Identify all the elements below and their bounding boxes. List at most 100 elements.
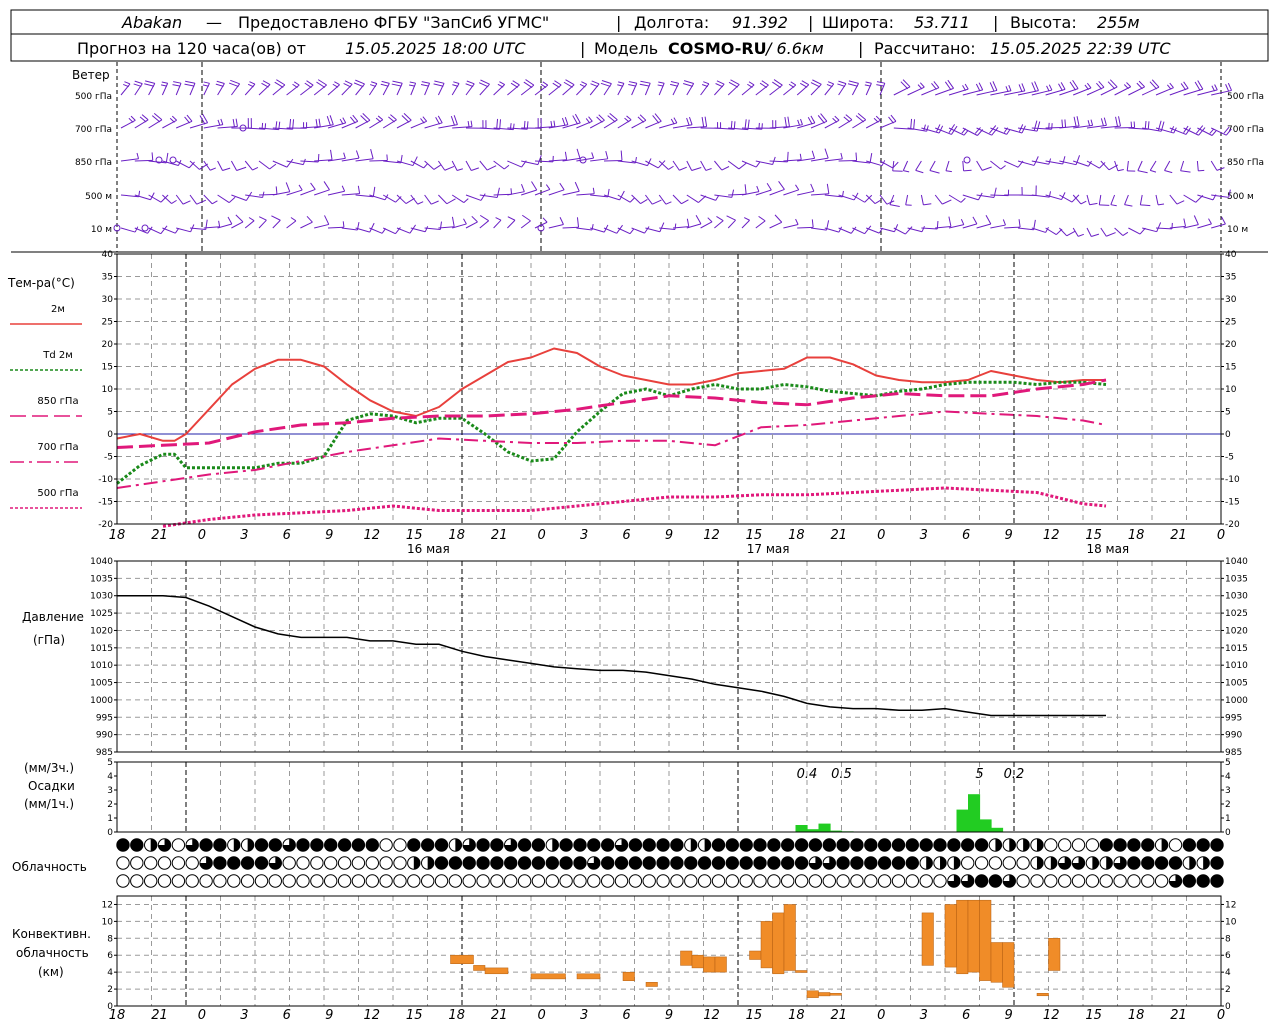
conv-title-3: (км): [38, 965, 64, 979]
x-hour-label: 12: [1043, 528, 1060, 543]
cloud-fill: [698, 857, 710, 869]
x-hour-label: 6: [962, 1008, 970, 1023]
cloud-fill: [1037, 839, 1043, 851]
wind-barb-flag: [1138, 171, 1148, 173]
wind-barb-flag: [541, 84, 546, 87]
x-hour-label: 3: [580, 528, 588, 543]
wind-barb-flag: [371, 149, 374, 159]
y-tick-label-right: -5: [1225, 453, 1234, 463]
wind-barb: [742, 85, 754, 95]
wind-barb: [135, 120, 148, 128]
wind-barb-flag: [640, 81, 650, 83]
wind-barb-flag: [344, 153, 346, 159]
conv-bar: [474, 965, 486, 970]
wind-barb-flag: [311, 183, 316, 189]
cloud-fill: [906, 839, 918, 851]
wind-barb-flag: [291, 217, 296, 220]
legend-label: 2м: [51, 304, 65, 315]
wind-barb-flag: [811, 184, 814, 191]
y-tick-label-right: 1030: [1225, 592, 1248, 602]
cloud-symbol: [643, 875, 655, 887]
y-tick-label-left: 3: [107, 786, 113, 796]
wind-barb-flag: [1085, 85, 1089, 90]
wind-barb: [728, 161, 739, 169]
cloud-symbol: [975, 857, 987, 869]
cloud-symbol: [1059, 875, 1071, 887]
wind-barb: [411, 161, 424, 168]
x-hour-label: 0: [198, 528, 206, 543]
wind-barb-flag: [171, 200, 176, 203]
wind-barb: [563, 85, 575, 95]
wind-barb-flag: [949, 217, 951, 227]
cloud-panel: Облачность: [12, 839, 1223, 887]
wind-barb-flag: [1088, 120, 1090, 126]
wind-barb-flag: [827, 184, 829, 194]
wind-barb-flag: [233, 119, 234, 127]
wind-barb-flag: [371, 82, 377, 84]
x-hour-label: 0: [198, 1008, 206, 1023]
wind-barb: [977, 161, 983, 170]
wind-barb: [770, 222, 782, 228]
wind-barb: [894, 228, 906, 234]
pressure-grid: [117, 561, 1221, 752]
wind-barb-flag: [471, 121, 472, 127]
wind-level-label-left: 850 гПа: [75, 158, 112, 168]
x-hour-label: 9: [665, 1008, 673, 1023]
wind-barb-flag: [866, 82, 872, 83]
cloud-symbol: [158, 857, 170, 869]
wind-barb-flag: [468, 121, 469, 127]
wind-barb-flag: [856, 153, 857, 161]
header-sep-5: |: [858, 39, 863, 58]
wind-barb-flag: [373, 187, 374, 197]
cloud-symbol: [214, 875, 226, 887]
precip-bar: [957, 810, 969, 832]
wind-barb-flag: [197, 200, 206, 204]
cloud-fill: [795, 857, 807, 869]
wind-barb-flag: [658, 85, 664, 86]
cloud-symbol: [117, 875, 129, 887]
wind-barb: [411, 228, 425, 232]
wind-barb: [783, 225, 798, 228]
y-tick-label-right: 35: [1225, 273, 1236, 283]
cloud-fill: [255, 839, 267, 851]
wind-barb-flag: [986, 215, 991, 224]
wind-barb-flag: [800, 154, 801, 160]
cloud-symbol: [1100, 875, 1112, 887]
wind-barb: [576, 84, 586, 95]
wind-barb-flag: [228, 217, 232, 224]
wind-barb: [946, 161, 949, 171]
temp-line-Td-2м: [117, 382, 1106, 483]
cloud-fill: [906, 857, 918, 869]
wind-barb-flag: [617, 85, 623, 87]
wind-barb-flag: [1009, 85, 1011, 91]
wind-barb-flag: [903, 171, 909, 172]
wind-level-label-left: 700 гПа: [75, 125, 112, 135]
conv-bar: [1049, 938, 1061, 970]
calc-time: 15.05.2025 22:39 UTC: [990, 39, 1171, 58]
wind-barb-flag: [577, 217, 578, 227]
y-tick-label-left: 40: [102, 250, 114, 260]
model-name: COSMO-RU: [668, 39, 767, 58]
cloud-symbol: [726, 875, 738, 887]
x-hour-label: 21: [151, 528, 168, 543]
wind-barb-flag: [645, 227, 649, 234]
wind-barb-flag: [466, 84, 473, 87]
x-hour-label: 3: [240, 1008, 248, 1023]
cloud-fill: [532, 857, 544, 869]
wind-barb-flag: [1065, 119, 1066, 127]
cloud-fill: [491, 839, 503, 851]
wind-barb: [632, 228, 645, 233]
wind-barb-flag: [1194, 216, 1198, 225]
wind-barb: [425, 195, 432, 204]
wind-barb-flag: [438, 116, 442, 123]
wind-barb-flag: [1106, 233, 1115, 237]
wind-barb: [618, 228, 630, 234]
wind-barb-flag: [276, 186, 277, 194]
wind-barb-flag: [825, 149, 828, 158]
cloud-fill: [1128, 857, 1140, 869]
y-tick-label-left: 2: [107, 800, 113, 810]
wind-barb-flag: [976, 84, 980, 91]
